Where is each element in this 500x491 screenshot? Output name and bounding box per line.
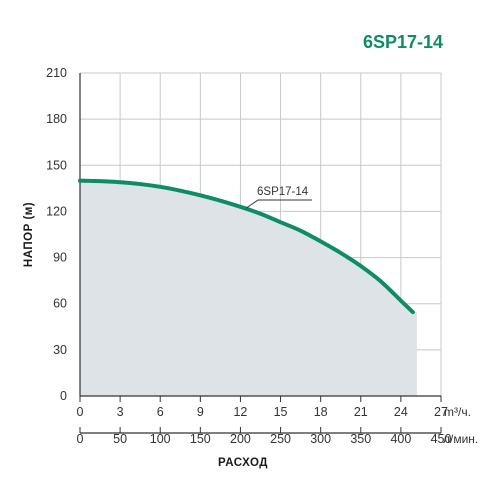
axes bbox=[79, 73, 442, 434]
x-tick-label-lmin: 50 bbox=[113, 432, 127, 446]
area-under-curve bbox=[80, 180, 417, 396]
x-tick-label-m3h: 24 bbox=[394, 405, 408, 419]
x-tick-label-m3h: 9 bbox=[197, 405, 204, 419]
series-line-6sp17-14 bbox=[78, 178, 415, 315]
x-tick-label-lmin: 200 bbox=[230, 432, 251, 446]
x-tick-label-lmin: 300 bbox=[310, 432, 331, 446]
x-tick-label-lmin: 100 bbox=[150, 432, 171, 446]
y-tick-label: 90 bbox=[53, 251, 67, 265]
x-tick-labels-lmin: 0 50 100 150 200 250 300 350 400 450 bbox=[77, 432, 452, 446]
x-tick-label-lmin: 400 bbox=[390, 432, 411, 446]
x-tick-labels-m3h: 0 3 6 9 12 15 18 21 24 27 bbox=[77, 405, 448, 419]
x-tick-label-m3h: 0 bbox=[77, 405, 84, 419]
x-tick-label-m3h: 3 bbox=[117, 405, 124, 419]
x-tick-label-m3h: 6 bbox=[157, 405, 164, 419]
series-label-leader bbox=[245, 199, 312, 209]
x-unit-m3h: m³/ч. bbox=[444, 405, 471, 419]
x-tick-label-lmin: 350 bbox=[350, 432, 371, 446]
series-label-group: 6SP17-14 bbox=[245, 186, 312, 209]
x-tick-label-lmin: 450 bbox=[431, 432, 452, 446]
x-tick-label-m3h: 15 bbox=[274, 405, 288, 419]
x-axis-label: РАСХОД bbox=[218, 457, 268, 469]
chart-title: 6SP17-14 bbox=[363, 32, 443, 52]
y-tick-label: 210 bbox=[46, 66, 67, 80]
y-tick-label: 120 bbox=[46, 204, 67, 218]
y-tick-label: 150 bbox=[46, 158, 67, 172]
y-axis-label: НАПОР (м) bbox=[23, 202, 35, 267]
x-tick-label-m3h: 27 bbox=[434, 405, 448, 419]
y-tick-label: 30 bbox=[53, 343, 67, 357]
x-unit-lmin: л/мин. bbox=[443, 432, 478, 446]
x-tick-label-lmin: 150 bbox=[190, 432, 211, 446]
x-tick-label-lmin: 0 bbox=[77, 432, 84, 446]
x-tick-label-m3h: 18 bbox=[314, 405, 328, 419]
series-label: 6SP17-14 bbox=[257, 186, 309, 198]
y-tick-label: 0 bbox=[60, 389, 67, 403]
x-tick-label-m3h: 12 bbox=[233, 405, 247, 419]
y-tick-label: 60 bbox=[53, 297, 67, 311]
x-tick-label-lmin: 250 bbox=[270, 432, 291, 446]
y-tick-label: 180 bbox=[46, 112, 67, 126]
y-tick-labels: 0 30 60 90 120 150 180 210 bbox=[46, 66, 67, 403]
x-tick-label-m3h: 21 bbox=[354, 405, 368, 419]
